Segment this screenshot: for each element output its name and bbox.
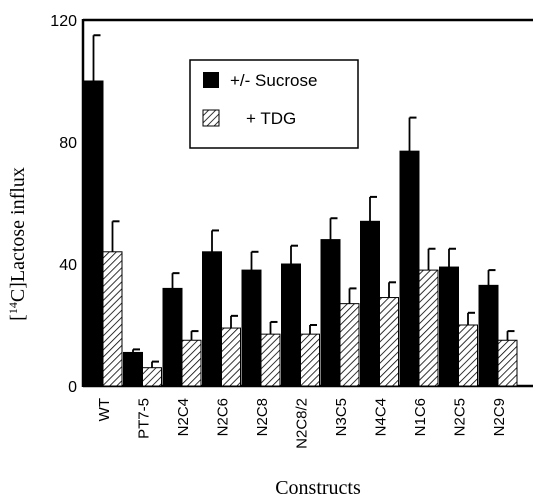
x-tick-label: N3C5 (333, 398, 350, 436)
legend-swatch-hatched (202, 109, 220, 127)
bar-tdg-N1C6 (418, 269, 439, 387)
bar-tdg-N3C5 (339, 303, 360, 387)
y-axis-label: [14C]Lactose influx (6, 167, 29, 321)
bar-sucrose-N4C4 (360, 220, 380, 387)
x-tick-label: N2C8 (254, 398, 271, 436)
bar-tdg-N2C9 (497, 339, 518, 387)
x-tick-label: N2C5 (452, 398, 469, 436)
x-tick-label: N2C6 (215, 398, 232, 436)
y-tick-label: 0 (68, 379, 77, 396)
x-tick-label: PT7-5 (136, 398, 153, 439)
bar-tdg-N2C8 (260, 333, 281, 387)
legend-label-sucrose: +/- Sucrose (230, 71, 317, 90)
bar-tdg-N2C4 (181, 339, 202, 387)
x-tick-label: N2C8/2 (294, 398, 311, 449)
legend-label-tdg: + TDG (246, 109, 296, 128)
bar-tdg-WT (102, 251, 123, 387)
bar-tdg-N2C8/2 (300, 333, 320, 387)
x-tick-label: N4C4 (373, 398, 390, 436)
y-tick-label: 40 (59, 257, 77, 274)
bar-sucrose-N2C6 (202, 251, 222, 387)
bar-tdg-N2C6 (221, 327, 241, 387)
legend-swatch-solid (203, 72, 219, 88)
bar-sucrose-N2C4 (162, 287, 183, 387)
bar-sucrose-PT7-5 (123, 351, 143, 387)
bar-sucrose-N2C9 (478, 284, 499, 387)
bar-tdg-N4C4 (379, 297, 399, 387)
bar-sucrose-N2C8/2 (281, 263, 301, 387)
bar-sucrose-N2C8 (241, 269, 262, 387)
bar-sucrose-N1C6 (399, 150, 420, 387)
x-tick-label: WT (96, 398, 113, 421)
y-tick-label: 80 (59, 135, 77, 152)
x-tick-label: N1C6 (412, 398, 429, 436)
plot-area: 0 40 80 120 WT PT7-5 N2C4 N2C6 N2C8 N2C8/2 N3C5 N4… (50, 13, 533, 449)
bar-sucrose-WT (83, 80, 104, 387)
x-axis-label: Constructs (275, 477, 361, 499)
bar-tdg-N2C5 (458, 324, 478, 387)
x-tick-label: N2C4 (175, 398, 192, 436)
bar-tdg-PT7-5 (142, 367, 162, 387)
legend: +/- Sucrose + TDG (189, 59, 359, 149)
y-tick-label: 120 (50, 13, 77, 30)
bar-sucrose-N3C5 (320, 239, 341, 387)
bar-sucrose-N2C5 (439, 266, 459, 387)
x-tick-label: N2C9 (491, 398, 508, 436)
